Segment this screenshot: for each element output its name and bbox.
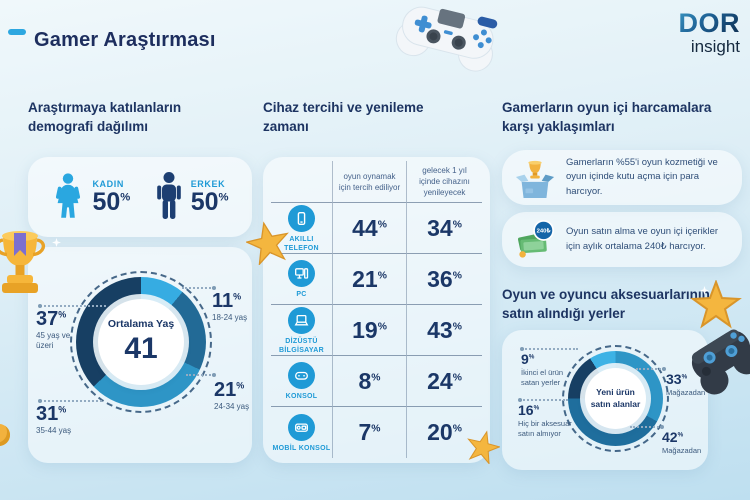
device-col-renew: gelecek 1 yıl içinde cihazını yenileyece… (407, 161, 482, 203)
age-45-plus-pct: 37% (36, 308, 67, 330)
trophy-illustration-icon (0, 231, 46, 293)
gender-card: KADIN 50% ERKEK 50% (28, 157, 252, 237)
device-col-empty (271, 161, 333, 203)
logo-insight: insight (690, 37, 740, 56)
loot-box-trophy-icon (515, 160, 555, 198)
console-gamepad-icon (288, 362, 315, 390)
male-icon (156, 172, 181, 219)
gender-female: KADIN 50% (51, 171, 130, 223)
sparkle-icon (52, 238, 61, 247)
male-label: ERKEK (190, 178, 226, 189)
female-value: 50% (92, 187, 131, 216)
age-35-44-pct: 31% (36, 403, 67, 425)
places-9-pct: 9% (521, 351, 535, 367)
smartphone-icon (288, 205, 315, 232)
places-16-pct: 16% (518, 402, 540, 418)
age-center-value: 41 (124, 332, 158, 365)
device-row-pc: PC (271, 254, 333, 305)
age-18-24-pct: 11% (212, 290, 242, 312)
spending-title: Gamerların oyun içi harcamalara karşı ya… (502, 100, 712, 135)
gold-coin-icon (0, 424, 10, 446)
places-42-label: Mağazadan (662, 446, 702, 455)
device-console-preferred: 8% (333, 356, 407, 407)
laptop-icon (288, 307, 315, 334)
places-center-label: Yeni ürün satın alanlar (590, 387, 641, 409)
male-value: 50% (190, 187, 229, 216)
age-donut-dashed-ring (70, 271, 212, 413)
places-33-pct: 33% (666, 371, 688, 387)
device-laptop-preferred: 19% (333, 305, 407, 356)
places-donut-center: Yeni ürün satın alanlar (585, 368, 646, 429)
places-16-label: Hiç bir aksesuar satın almıyor (518, 419, 572, 438)
mobile-console-icon (288, 413, 315, 441)
device-row-console: KONSOL (271, 356, 333, 407)
loot-box-card: Gamerların %55'i oyun kozmetiği ve oyun … (502, 150, 742, 205)
gold-star-small-icon (467, 430, 500, 464)
device-col-preferred: oyun oynamak için tercih ediliyor (333, 161, 407, 203)
money-icon: 240₺ (518, 219, 554, 258)
leader-line (518, 398, 568, 402)
demographics-title: Araştırmaya katılanların demografi dağıl… (28, 100, 182, 135)
gold-star-icon (246, 221, 289, 265)
age-donut-center: Ortalama Yaş 41 (98, 299, 184, 385)
places-9-label: İkinci el ürün satan yerler (521, 368, 564, 387)
device-mobile-console-preferred: 7% (333, 407, 407, 458)
device-laptop-renew: 43% (407, 305, 482, 356)
places-42-pct: 42% (662, 429, 684, 445)
pc-icon (288, 260, 315, 288)
device-table-card: oyun oynamak için tercih ediliyor gelece… (263, 157, 490, 463)
device-row-mobile-console: MOBİL KONSOL (271, 407, 333, 458)
device-console-renew: 24% (407, 356, 482, 407)
places-title: Oyun ve oyuncu aksesuarlarının satın alı… (502, 287, 710, 322)
device-table: oyun oynamak için tercih ediliyor gelece… (271, 161, 482, 458)
dor-insight-logo: DOR insight (655, 10, 741, 56)
female-label: KADIN (92, 178, 124, 189)
device-mobile-console-renew: 20% (427, 419, 462, 445)
monthly-spend-text: Oyun satın alma ve oyun içi içerikler iç… (566, 226, 719, 252)
sparkle-icon (700, 286, 709, 295)
device-smartphone-renew: 34% (407, 203, 482, 254)
device-row-laptop: DİZÜSTÜ BİLGİSAYAR (271, 305, 333, 356)
devices-title: Cihaz tercihi ve yenileme zamanı (263, 100, 424, 135)
gender-male: ERKEK 50% (154, 171, 229, 223)
leader-line (186, 373, 216, 377)
monthly-spend-card: 240₺ Oyun satın alma ve oyun içi içerikl… (502, 212, 742, 267)
page-title: Gamer Araştırması (34, 29, 216, 52)
device-smartphone-preferred: 44% (333, 203, 407, 254)
dark-gamepad-illustration-icon (690, 280, 750, 395)
device-pc-renew: 36% (407, 254, 482, 305)
loot-box-text: Gamerların %55'i oyun kozmetiği ve oyun … (566, 157, 718, 197)
places-donut-dashed-ring (562, 345, 669, 452)
leader-line (182, 286, 216, 290)
device-row-smartphone: AKILLI TELEFON (271, 203, 333, 254)
logo-dor: DOR (655, 10, 740, 37)
leader-line (630, 425, 664, 429)
leader-line (520, 347, 578, 351)
white-gamepad-illustration-icon (395, 6, 498, 72)
female-icon (56, 173, 81, 218)
leader-line (636, 367, 666, 371)
age-center-label: Ortalama Yaş (107, 318, 175, 330)
age-24-34-label: 24-34 yaş (214, 402, 250, 411)
leader-line (38, 399, 102, 403)
age-18-24-label: 18-24 yaş (212, 313, 248, 322)
age-24-34-pct: 21% (214, 379, 245, 401)
age-45-plus-label: 45 yaş ve üzeri (36, 331, 71, 351)
age-35-44-label: 35-44 yaş (36, 426, 72, 435)
title-accent-dash (8, 29, 26, 35)
money-badge: 240₺ (537, 228, 551, 234)
leader-line (38, 304, 106, 308)
places-33-label: Mağazadan (666, 388, 706, 397)
device-pc-preferred: 21% (333, 254, 407, 305)
